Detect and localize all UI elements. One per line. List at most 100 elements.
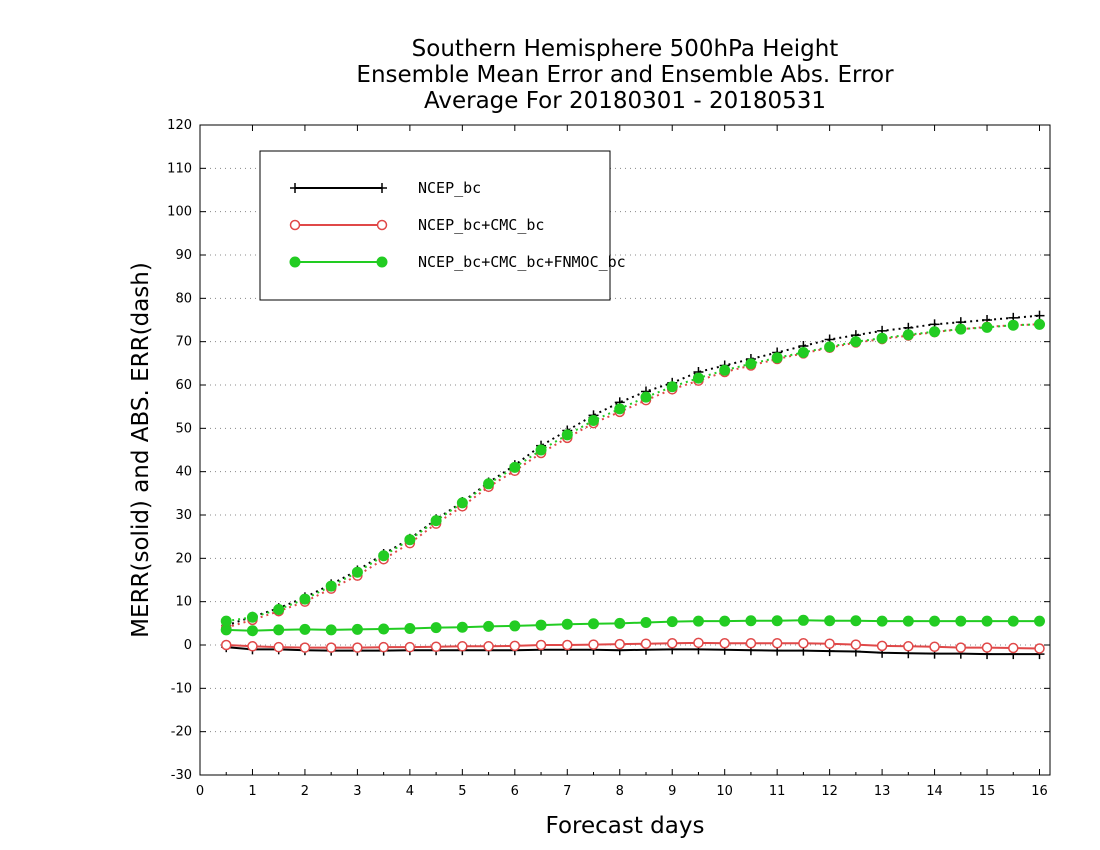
- y-tick-label: 0: [184, 638, 192, 653]
- merr-point: [273, 641, 284, 653]
- merr-point: [220, 639, 232, 651]
- abs-err-point: [325, 580, 337, 592]
- merr-point: [457, 641, 468, 652]
- merr-point: [666, 616, 678, 628]
- abs-err-point: [614, 403, 626, 415]
- x-tick-label: 7: [563, 784, 571, 799]
- chart-subtitle: Ensemble Mean Error and Ensemble Abs. Er…: [356, 62, 894, 88]
- abs-err-point: [378, 550, 390, 562]
- x-axis-label: Forecast days: [546, 813, 705, 839]
- chart-title-block: Southern Hemisphere 500hPa Height Ensemb…: [200, 36, 1050, 114]
- merr-point: [981, 642, 993, 653]
- series-layer: [220, 310, 1046, 660]
- merr-point: [562, 639, 573, 651]
- merr-point: [614, 638, 626, 650]
- abs-err-point: [719, 364, 731, 376]
- legend-marker: [376, 219, 388, 231]
- merr-point: [299, 642, 311, 653]
- x-tick-label: 11: [769, 784, 786, 799]
- abs-err-point: [299, 593, 311, 605]
- x-tick-label: 3: [353, 784, 361, 799]
- merr-point: [509, 640, 521, 652]
- legend-label: NCEP_bc: [418, 179, 481, 197]
- y-tick-label: -30: [171, 768, 192, 783]
- abs-err-point: [955, 323, 967, 335]
- merr-point: [666, 638, 678, 649]
- merr-point: [299, 623, 311, 635]
- abs-err-point: [273, 603, 285, 615]
- abs-err-point: [745, 358, 757, 370]
- merr-point: [588, 639, 599, 650]
- abs-err-point: [850, 336, 862, 348]
- series-1: [220, 319, 1045, 654]
- merr-point: [955, 615, 967, 627]
- abs-err-point: [981, 321, 993, 333]
- legend-marker: [377, 183, 387, 193]
- abs-err-point: [404, 534, 416, 546]
- legend-label: NCEP_bc+CMC_bc: [418, 216, 544, 234]
- merr-point: [640, 638, 652, 649]
- merr-point: [430, 641, 442, 652]
- x-tick-label: 10: [716, 784, 733, 799]
- merr-point: [246, 625, 258, 637]
- abs-err-point: [430, 515, 442, 527]
- abs-err-point: [640, 391, 652, 403]
- merr-point: [325, 642, 337, 653]
- x-tick-label: 1: [248, 784, 256, 799]
- abs-err-point: [876, 332, 888, 344]
- abs-err-point: [588, 415, 600, 427]
- merr-point: [1007, 615, 1019, 627]
- x-tick-label: 0: [196, 784, 204, 799]
- x-tick-label: 16: [1031, 784, 1048, 799]
- merr-point: [798, 638, 809, 649]
- merr-point: [535, 639, 547, 651]
- merr-point: [824, 615, 836, 627]
- merr-point: [692, 615, 704, 627]
- abs-err-point: [1034, 318, 1046, 330]
- merr-point: [929, 641, 940, 652]
- legend-marker: [376, 256, 388, 268]
- merr-point: [902, 615, 914, 627]
- merr-point: [640, 616, 652, 628]
- legend-marker: [289, 256, 301, 268]
- legend-marker: [289, 219, 301, 231]
- merr-point: [483, 641, 494, 652]
- y-tick-label: 60: [175, 378, 192, 393]
- series-abs-err-line: [225, 323, 1040, 629]
- series-0: [221, 310, 1045, 660]
- plot-frame: [199, 124, 1051, 776]
- abs-err-point: [902, 329, 914, 341]
- merr-point: [352, 642, 363, 653]
- x-tick-label: 13: [874, 784, 891, 799]
- merr-point: [719, 638, 730, 649]
- abs-err-point: [561, 429, 573, 441]
- x-tick-label: 14: [926, 784, 943, 799]
- merr-point: [430, 622, 442, 634]
- chart-date-range: Average For 20180301 - 20180531: [423, 88, 827, 114]
- merr-point: [509, 620, 521, 632]
- merr-point: [456, 621, 468, 633]
- y-tick-label: 50: [175, 421, 192, 436]
- x-tick-label: 6: [511, 784, 519, 799]
- legend-entry-1: NCEP_bc+CMC_bc: [289, 216, 544, 234]
- y-tick-label: 20: [175, 551, 192, 566]
- x-tick-label: 9: [668, 784, 676, 799]
- abs-err-point: [220, 615, 232, 627]
- y-tick-label: 120: [167, 118, 192, 133]
- legend-marker: [290, 183, 300, 193]
- x-tick-label: 8: [616, 784, 624, 799]
- merr-point: [955, 642, 967, 653]
- abs-err-point: [535, 444, 547, 456]
- abs-err-point: [509, 461, 521, 473]
- merr-point: [797, 614, 809, 626]
- x-tick-label: 15: [979, 784, 996, 799]
- series-merr-line: [226, 619, 1040, 632]
- x-tick-label: 4: [406, 784, 414, 799]
- merr-point: [483, 620, 495, 632]
- merr-point: [876, 615, 888, 627]
- y-tick-label: 80: [175, 291, 192, 306]
- series-merr-line: [226, 641, 1040, 650]
- merr-point: [771, 615, 783, 627]
- y-tick-label: 90: [175, 248, 192, 263]
